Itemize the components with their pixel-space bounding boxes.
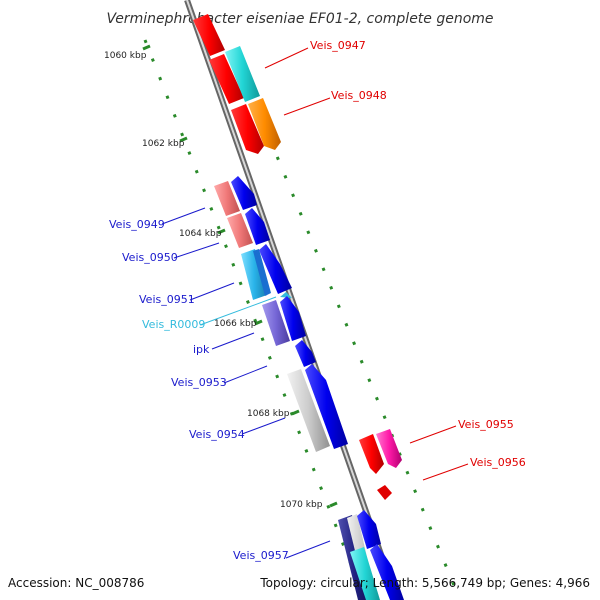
leader-veis-0956: [422, 463, 469, 481]
gene-label-veis-0950[interactable]: Veis_0950: [122, 251, 178, 264]
tick-track-left: [143, 39, 367, 600]
gene-arrow-red[interactable]: [193, 14, 225, 56]
gene-arrow-veis-0955[interactable]: [376, 429, 402, 468]
tick-label-1070: 1070 kbp: [280, 500, 323, 510]
gene-label-veis-0956[interactable]: Veis_0956: [470, 456, 526, 469]
leader-veis-0950: [173, 242, 220, 259]
gene-label-veis-0957[interactable]: Veis_0957: [233, 549, 289, 562]
tick-label-1062: 1062 kbp: [142, 139, 185, 149]
gene-label-veis-0947[interactable]: Veis_0947: [310, 39, 366, 52]
leader-veis-0947: [264, 47, 309, 69]
leader-veis-0951: [189, 282, 235, 301]
gene-arrow-cyan[interactable]: [350, 547, 380, 600]
gene-label-veis-0948[interactable]: Veis_0948: [331, 89, 387, 102]
gene-arrow-blue[interactable]: [357, 510, 381, 549]
gene-arrow-veis-0950[interactable]: [227, 213, 253, 248]
leader-veis-0953: [223, 365, 268, 384]
genome-summary-text: Topology: circular; Length: 5,566,749 bp…: [259, 576, 590, 590]
map-title: Verminephrobacter eiseniae EF01-2, compl…: [106, 11, 493, 27]
gene-arrow-veis-0954[interactable]: [287, 369, 330, 452]
gene-arrow-small-red[interactable]: [377, 485, 392, 500]
gene-arrow-blue[interactable]: [259, 244, 292, 294]
leader-veis-0955: [409, 425, 457, 444]
leader-veis-0949: [161, 207, 206, 225]
tick-label-1066: 1066 kbp: [214, 319, 257, 329]
gene-arrow-blue[interactable]: [295, 340, 316, 367]
gene-arrow-blue[interactable]: [231, 176, 257, 210]
gene-label-ipk[interactable]: ipk: [193, 343, 210, 356]
gene-arrow-red[interactable]: [209, 54, 244, 104]
gene-label-veis-0954[interactable]: Veis_0954: [189, 428, 245, 441]
tick-label-1068: 1068 kbp: [247, 409, 290, 419]
tick-label-1064: 1064 kbp: [179, 229, 222, 239]
gene-arrow-veis-0953[interactable]: [305, 364, 348, 449]
gene-arrow-veis-0951-inner[interactable]: [253, 249, 271, 296]
major-ticks: [142, 44, 338, 508]
gene-arrow-blue[interactable]: [370, 544, 404, 600]
gene-label-veis-r0009[interactable]: Veis_R0009: [142, 318, 205, 331]
gene-arrow-blue[interactable]: [245, 208, 270, 245]
gene-label-veis-0949[interactable]: Veis_0949: [109, 218, 165, 231]
leader-veis-0954: [241, 417, 286, 435]
gene-arrow-ipk[interactable]: [262, 300, 290, 346]
gene-label-veis-0951[interactable]: Veis_0951: [139, 293, 195, 306]
gene-arrow-veis-0949[interactable]: [214, 181, 240, 216]
gene-arrow-veis-0947[interactable]: [225, 46, 260, 102]
gene-arrow-red[interactable]: [231, 104, 264, 154]
accession-text: Accession: NC_008786: [8, 576, 144, 590]
leader-veis-0948: [283, 97, 331, 116]
leader-ipk: [211, 332, 255, 350]
gene-arrow-veis-0956[interactable]: [359, 434, 384, 474]
leader-veis-0957: [285, 540, 331, 559]
gene-arrow-veis-0948[interactable]: [248, 98, 281, 150]
backbone-highlight: [186, 0, 398, 600]
leader-veis-r0009: [199, 296, 277, 326]
gene-arrow-veis-r0009[interactable]: [280, 292, 292, 298]
gene-arrow-veis-0951[interactable]: [241, 249, 267, 300]
gene-label-veis-0955[interactable]: Veis_0955: [458, 418, 514, 431]
tick-label-1060: 1060 kbp: [104, 51, 147, 61]
gene-label-veis-0953[interactable]: Veis_0953: [171, 376, 227, 389]
gene-arrow-blue[interactable]: [280, 296, 306, 341]
